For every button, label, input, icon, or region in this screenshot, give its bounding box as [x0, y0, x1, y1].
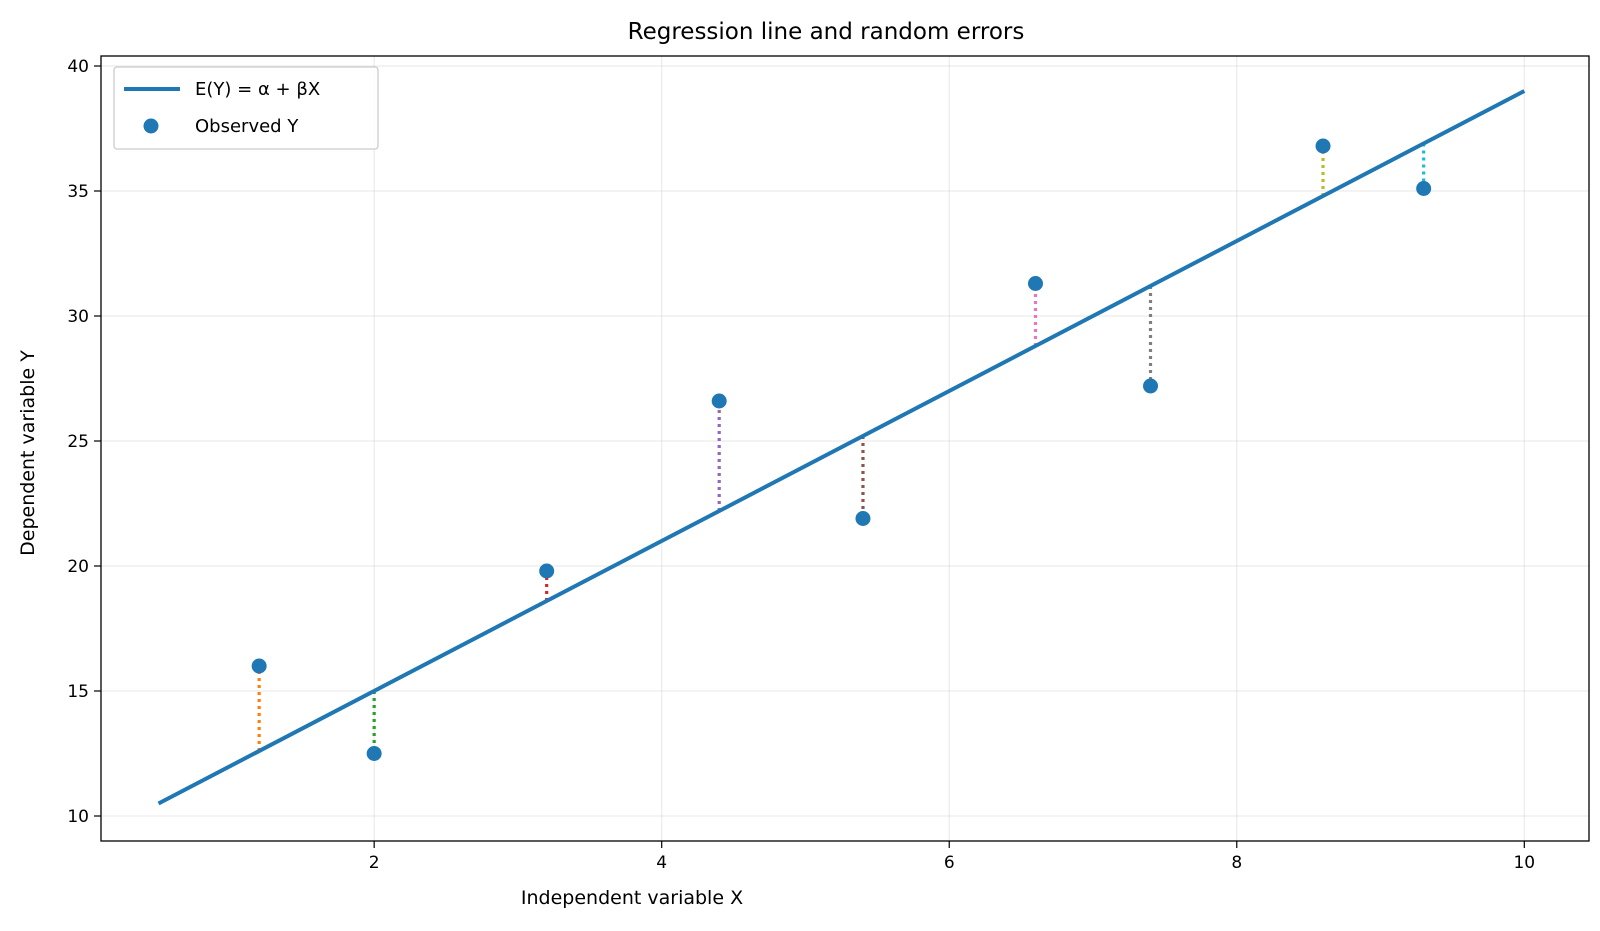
y-axis-label: Dependent variable Y: [17, 350, 39, 556]
legend: E(Y) = α + βX Observed Y: [113, 66, 379, 150]
y-tick-label: 40: [67, 57, 89, 77]
plot-frame: [100, 55, 1590, 842]
y-tick-label: 15: [67, 682, 89, 702]
x-tick-label: 10: [1513, 853, 1535, 873]
x-tick-label: 8: [1231, 853, 1242, 873]
observed-points: [251, 138, 1432, 761]
observed-point: [1143, 378, 1159, 394]
y-tick-label: 30: [67, 307, 89, 327]
y-tick-label: 25: [67, 432, 89, 452]
observed-point: [366, 746, 382, 761]
observed-point: [1416, 181, 1432, 196]
chart-title: Regression line and random errors: [628, 19, 1025, 45]
observed-point: [1027, 276, 1043, 291]
grid-lines: [101, 56, 1589, 841]
regression-line: [157, 89, 1526, 806]
x-tick-label: 6: [944, 853, 955, 873]
y-axis-ticks: 10 15 20 25 30 35 40: [67, 57, 101, 827]
legend-point-swatch: [143, 118, 159, 134]
x-tick-label: 2: [369, 853, 380, 873]
x-axis-label: Independent variable X: [521, 887, 743, 909]
x-tick-label: 4: [656, 853, 667, 873]
observed-point: [251, 658, 267, 674]
y-tick-label: 10: [67, 807, 89, 827]
y-tick-label: 20: [67, 557, 89, 577]
regression-line-group: [157, 89, 1526, 806]
observed-point: [711, 393, 727, 409]
legend-line-label: E(Y) = α + βX: [195, 79, 320, 100]
x-axis-ticks: 2 4 6 8 10: [369, 841, 1535, 873]
y-tick-label: 35: [67, 182, 89, 202]
error-lines: [257, 143, 1426, 754]
observed-point: [855, 511, 871, 526]
legend-points-label: Observed Y: [195, 116, 299, 137]
observed-point: [1315, 138, 1331, 154]
observed-point: [539, 563, 555, 579]
